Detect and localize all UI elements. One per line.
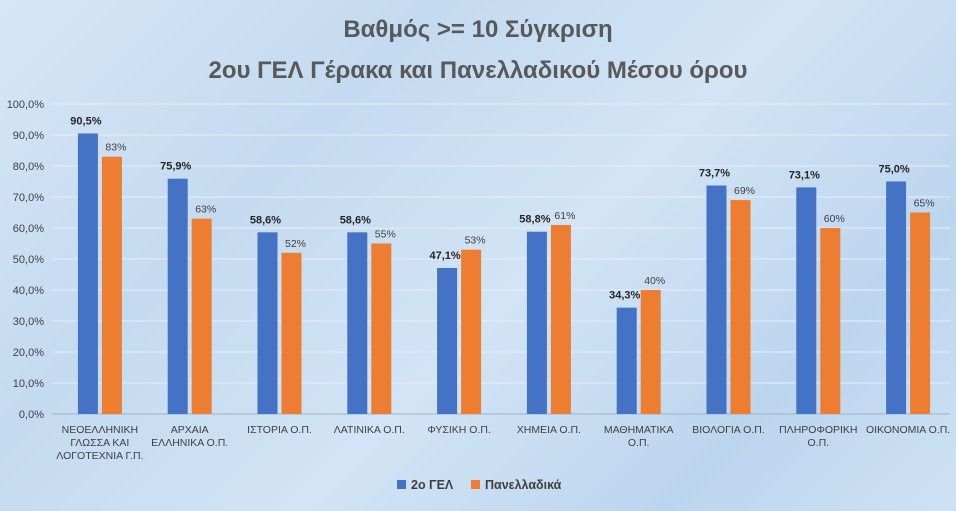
x-axis-ticks: ΝΕΟΕΛΛΗΝΙΚΗ ΓΛΩΣΣΑ ΚΑΙ ΛΟΓΟΤΕΧΝΙΑ Γ.Π. ΑΡΧΑ… — [56, 424, 950, 462]
data-label: 58,6% — [340, 214, 371, 226]
data-label: 60% — [824, 213, 845, 225]
chart-title-line: Βαθμός >= 10 Σύγκριση — [343, 16, 612, 43]
data-label: 61% — [554, 210, 575, 222]
y-tick-label: 80,0% — [13, 161, 44, 173]
data-label: 75,9% — [160, 161, 191, 173]
data-label: 58,8% — [519, 214, 550, 226]
bar-panelladika — [550, 224, 571, 414]
data-label: 63% — [195, 204, 216, 216]
data-label: 58,6% — [250, 214, 281, 226]
bar-2o-gel — [616, 307, 637, 414]
data-label: 90,5% — [70, 115, 101, 127]
x-tick-label: ΦΥΣΙΚΗ Ο.Π. — [427, 424, 491, 436]
bar-panelladika — [730, 200, 751, 414]
bar-2o-gel — [526, 231, 547, 414]
legend-label: Πανελλαδικά — [485, 478, 562, 492]
data-label: 52% — [285, 238, 306, 250]
data-label: 69% — [734, 185, 755, 197]
x-tick-label: ΜΑΘΗΜΑΤΙΚΑ Ο.Π. — [604, 424, 674, 449]
bar-2o-gel — [437, 267, 458, 414]
data-label: 83% — [105, 142, 126, 154]
data-label: 34,3% — [609, 290, 640, 302]
y-tick-label: 60,0% — [13, 223, 44, 235]
bar-2o-gel — [257, 232, 278, 414]
data-label: 73,1% — [789, 169, 820, 181]
bar-panelladika — [910, 212, 931, 414]
bar-2o-gel — [167, 178, 188, 414]
data-label: 75,0% — [878, 164, 909, 176]
bar-panelladika — [640, 290, 661, 414]
x-tick-label: ΑΡΧΑΙΑ ΕΛΛΗΝΙΚΑ Ο.Π. — [151, 424, 228, 449]
x-tick-label: ΠΛΗΡΟΦΟΡΙΚΗ Ο.Π. — [779, 424, 857, 449]
data-label: 55% — [375, 229, 396, 241]
data-label: 47,1% — [429, 250, 460, 262]
legend-swatch — [397, 480, 406, 489]
bar-panelladika — [281, 252, 302, 414]
bar-2o-gel — [77, 133, 98, 414]
bar-panelladika — [371, 243, 392, 414]
x-tick-label: ΙΣΤΟΡΙΑ Ο.Π. — [247, 424, 312, 436]
x-tick-label: ΝΕΟΕΛΛΗΝΙΚΗ ΓΛΩΣΣΑ ΚΑΙ ΛΟΓΟΤΕΧΝΙΑ Γ.Π. — [56, 424, 143, 462]
x-tick-label: ΧΗΜΕΙΑ Ο.Π. — [517, 424, 581, 436]
bar-panelladika — [461, 249, 482, 414]
bars — [77, 133, 931, 414]
data-label: 65% — [914, 198, 935, 210]
x-tick-label: ΛΑΤΙΝΙΚΑ Ο.Π. — [334, 424, 405, 436]
bar-2o-gel — [706, 185, 727, 414]
legend-swatch — [471, 480, 480, 489]
bar-panelladika — [191, 218, 212, 414]
y-tick-label: 90,0% — [13, 130, 44, 142]
y-tick-label: 0,0% — [19, 409, 44, 421]
y-tick-label: 40,0% — [13, 285, 44, 297]
data-label: 73,7% — [699, 168, 730, 180]
bar-panelladika — [820, 228, 841, 414]
data-label: 53% — [465, 235, 486, 247]
legend: 2ο ΓΕΛ Πανελλαδικά — [397, 478, 562, 492]
y-tick-label: 50,0% — [13, 254, 44, 266]
x-tick-label: ΒΙΟΛΟΓΙΑ Ο.Π. — [692, 424, 765, 436]
bar-2o-gel — [796, 187, 817, 414]
chart-title: Βαθμός >= 10 Σύγκριση 2ου ΓΕΛ Γέρακα και … — [208, 16, 747, 84]
x-tick-label: ΟΙΚΟΝΟΜΙΑ Ο.Π. — [866, 424, 950, 436]
data-labels: 90,5% 83% 75,9% 63% 58,6% 52% 58,6% 55% 47,1% 53%… — [70, 115, 934, 301]
legend-label: 2ο ΓΕΛ — [411, 478, 454, 492]
y-tick-label: 20,0% — [13, 347, 44, 359]
y-tick-label: 30,0% — [13, 316, 44, 328]
chart-title-line: 2ου ΓΕΛ Γέρακα και Πανελλαδικού Μέσου όρ… — [208, 57, 747, 84]
bar-2o-gel — [886, 181, 907, 414]
y-tick-label: 100,0% — [7, 99, 45, 111]
data-label: 40% — [644, 275, 665, 287]
bar-2o-gel — [347, 232, 368, 414]
y-axis-ticks: 0,0% 10,0% 20,0% 30,0% 40,0% 50,0% 60,0% 70,0% 8… — [7, 99, 45, 421]
y-tick-label: 70,0% — [13, 192, 44, 204]
bar-panelladika — [101, 156, 122, 414]
y-tick-label: 10,0% — [13, 378, 44, 390]
